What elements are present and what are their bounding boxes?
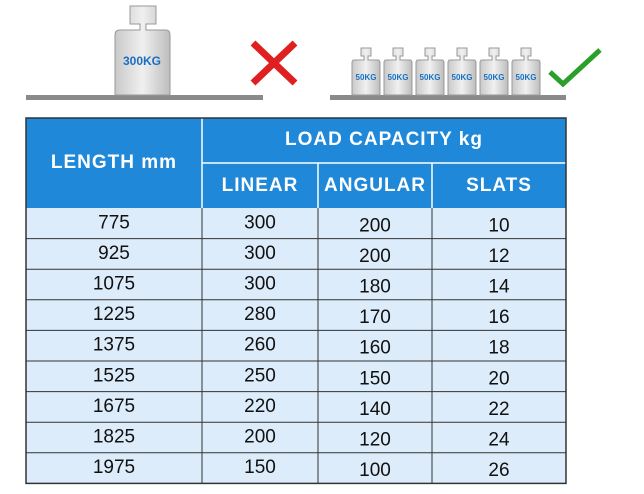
table-cell: 14 [488,277,510,298]
header-cell: LOAD CAPACITY kg [285,129,483,150]
small-weight-label: 50KG [420,73,441,82]
table-cell: 1525 [93,365,135,386]
check-icon [548,48,602,88]
table-cell: 170 [359,307,391,328]
table-row [26,361,566,392]
shelf [330,95,566,100]
table-cell: 150 [359,368,391,389]
header-cell: ANGULAR [324,175,426,196]
table-cell: 10 [488,215,509,236]
shelf [26,95,263,100]
header-cell: LENGTH mm [51,152,177,173]
header-cell: SLATS [466,175,532,196]
table-cell: 120 [359,430,391,451]
table-cell: 24 [488,430,510,451]
table-cell: 180 [359,277,391,298]
header-cell: LINEAR [222,175,299,196]
table-cell: 140 [359,399,391,420]
table-row [26,452,566,484]
small-weight-label: 50KG [388,73,409,82]
small-weight-label: 50KG [484,73,505,82]
table-cell: 1375 [93,335,135,356]
small-weight [383,47,413,96]
table-cell: 150 [244,457,276,478]
table-cell: 1675 [93,396,135,417]
table-cell: 20 [488,368,509,389]
table-cell: 1825 [93,427,135,448]
small-weight [351,47,381,96]
table-cell: 1975 [93,457,135,478]
table-row [26,391,566,423]
table-cell: 300 [244,274,276,295]
small-weight-label: 50KG [356,73,377,82]
table-cell: 200 [359,215,391,236]
table-row [26,269,566,300]
small-weight [479,47,509,96]
table-cell: 220 [244,396,276,417]
table-cell: 300 [244,243,276,264]
table-row [26,422,566,453]
table-cell: 260 [244,335,276,356]
table-cell: 18 [488,338,509,359]
small-weights: 50KG 50KG 50KG 50KG 50KG 50KG [351,47,541,96]
small-weight [447,47,477,96]
cross-icon [250,40,298,86]
table-row [26,208,566,239]
small-weight-label: 50KG [452,73,473,82]
weight [114,5,171,96]
table-cell: 775 [98,212,130,233]
capacity-table: LENGTH mm LOAD CAPACITY kg LINEAR ANGULAR… [25,117,567,485]
table-row [26,330,566,361]
table-cell: 160 [359,338,391,359]
table-cell: 16 [488,307,509,328]
table-cell: 280 [244,304,276,325]
table-frame [25,117,567,485]
table-cell: 200 [359,246,391,267]
table-row [26,299,566,331]
table-cell: 22 [488,399,509,420]
table-cell: 1075 [93,274,135,295]
table-cell: 250 [244,365,276,386]
small-weight [511,47,541,96]
table-cell: 300 [244,212,276,233]
weight-label: 300KG [123,54,161,68]
small-weight-label: 50KG [516,73,537,82]
table-cell: 1225 [93,304,135,325]
table-cell: 100 [359,460,391,481]
small-weight [415,47,445,96]
table-cell: 12 [488,246,509,267]
table-cell: 200 [244,427,276,448]
table-cell: 26 [488,460,509,481]
table-cell: 925 [98,243,130,264]
table-row [26,238,566,270]
